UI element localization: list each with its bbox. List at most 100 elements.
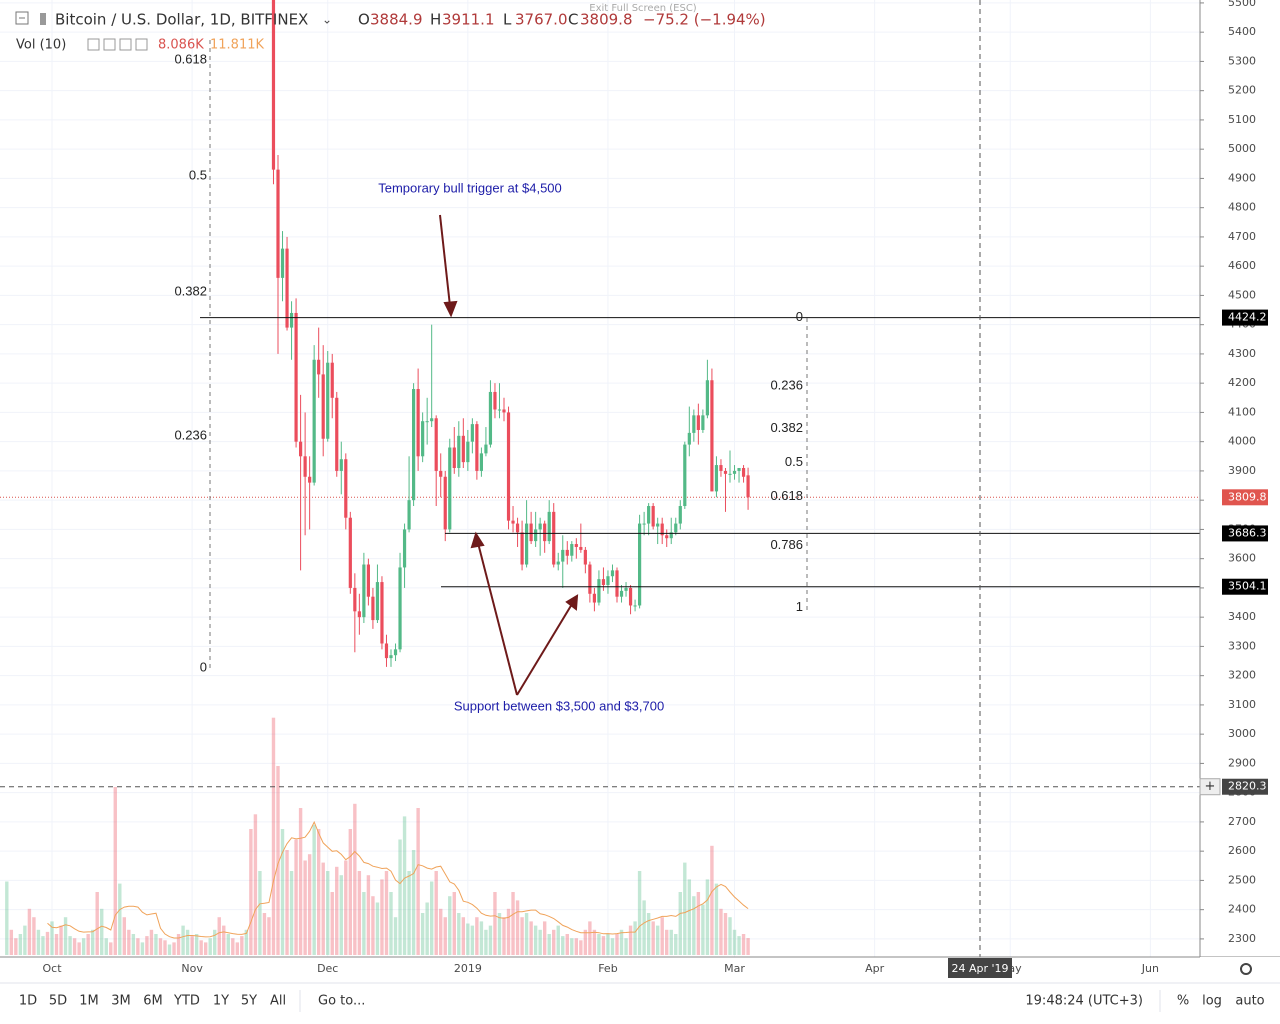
candle-body <box>412 389 416 501</box>
scale-button[interactable]: auto <box>1235 994 1264 1009</box>
candle-body <box>452 447 456 468</box>
y-tick-label: 5300 <box>1228 54 1256 67</box>
volume-bar <box>158 938 163 955</box>
exit-fullscreen[interactable]: Exit Full Screen (ESC) <box>589 3 697 14</box>
x-tick-label: Jun <box>1141 962 1159 975</box>
fib-label: 0.382 <box>770 420 803 435</box>
volume-bar <box>746 938 750 955</box>
icon[interactable] <box>87 38 100 51</box>
icon[interactable] <box>119 38 132 51</box>
x-tick-label: Oct <box>42 962 62 975</box>
x-tick-label: 2019 <box>454 962 482 975</box>
volume-bar <box>95 892 99 955</box>
volume-bar <box>59 925 63 955</box>
volume-bar <box>561 936 565 955</box>
last-price-box <box>1222 489 1268 506</box>
range-button[interactable]: 5Y <box>241 994 257 1009</box>
fib-label: 1 <box>796 599 803 614</box>
volume-bar <box>637 871 642 955</box>
scale-button[interactable]: % <box>1177 994 1189 1009</box>
range-button[interactable]: 3M <box>111 994 131 1009</box>
candle-body <box>271 0 276 170</box>
y-tick-label: 5200 <box>1228 84 1256 97</box>
volume-title[interactable]: Vol (10) <box>16 38 66 53</box>
volume-bar <box>321 862 325 955</box>
fib-label: 0.236 <box>174 427 207 442</box>
volume-bar <box>502 917 506 955</box>
candle-body <box>448 447 452 530</box>
settings-icon[interactable] <box>1240 963 1252 975</box>
candle-body <box>457 435 461 468</box>
volume-bar <box>515 900 520 955</box>
volume-bar <box>714 883 719 955</box>
volume-bar <box>244 929 249 955</box>
candle-body <box>601 579 606 585</box>
icon[interactable] <box>103 38 116 51</box>
candle-body <box>466 441 470 463</box>
crosshair-date-box <box>948 958 1012 978</box>
price-label: 3504.1 <box>1228 580 1267 593</box>
icon[interactable] <box>135 38 148 51</box>
candle-body <box>515 523 520 533</box>
candle-body <box>353 587 357 612</box>
volume-bar <box>289 871 294 955</box>
volume-bar <box>267 917 271 955</box>
y-tick-label: 4500 <box>1228 288 1256 301</box>
candle-body <box>696 415 700 430</box>
y-tick-label: 3200 <box>1228 669 1256 682</box>
candle-body <box>525 523 529 565</box>
candle-body <box>647 506 651 524</box>
range-button[interactable]: 1D <box>19 994 37 1009</box>
volume-bar <box>185 929 190 955</box>
candle-body <box>294 312 298 442</box>
candle-body <box>393 649 398 656</box>
candle-body <box>656 523 660 527</box>
volume-bar <box>556 925 560 955</box>
candle-body <box>430 418 434 422</box>
fib-label: 0.5 <box>785 454 803 469</box>
clock[interactable]: 19:48:24 (UTC+3) <box>1025 994 1143 1009</box>
candle-body <box>610 570 615 577</box>
candle-body <box>366 564 370 597</box>
volume-bar <box>366 875 371 955</box>
candle-body <box>588 564 592 594</box>
scale-button[interactable]: log <box>1202 994 1222 1009</box>
volume-bar <box>443 917 447 955</box>
candle-body <box>570 544 574 556</box>
candle-body <box>529 523 533 542</box>
arrow <box>439 214 451 307</box>
range-button[interactable]: YTD <box>173 994 200 1009</box>
volume-bar <box>606 934 610 955</box>
volume-bar <box>285 850 289 955</box>
volume-bar <box>678 892 682 955</box>
range-button[interactable]: 1Y <box>213 994 229 1009</box>
goto-button[interactable]: Go to... <box>318 994 365 1009</box>
candle-body <box>651 506 655 527</box>
candle-body <box>678 506 682 524</box>
y-tick-label: 4800 <box>1228 201 1256 214</box>
fib-label: 0 <box>200 659 207 674</box>
range-button[interactable]: 6M <box>143 994 163 1009</box>
arrowhead <box>565 594 579 611</box>
candle-body <box>326 362 330 439</box>
symbol-title[interactable]: Bitcoin / U.S. Dollar, 1D, BITFINEX <box>55 11 308 29</box>
volume-bar <box>665 929 669 955</box>
settings-corner <box>1200 957 1280 983</box>
candle-body <box>687 432 691 445</box>
x-tick-label: Feb <box>598 962 617 975</box>
range-button[interactable]: 5D <box>49 994 67 1009</box>
volume-bar <box>54 934 59 955</box>
candle-body <box>308 476 312 483</box>
time-axis <box>0 957 1280 983</box>
candle-body <box>303 456 307 477</box>
volume-bar <box>45 931 50 955</box>
range-button[interactable]: 1M <box>79 994 99 1009</box>
volume-bar <box>475 917 479 955</box>
range-button[interactable]: All <box>270 994 286 1009</box>
candle-body <box>583 549 587 565</box>
dropdown-caret[interactable]: ⌄ <box>322 13 332 27</box>
collapse-icon[interactable] <box>15 11 29 25</box>
candle-body <box>280 248 285 278</box>
annotation: Temporary bull trigger at $4,500 <box>378 180 562 195</box>
arrowhead <box>470 531 485 549</box>
